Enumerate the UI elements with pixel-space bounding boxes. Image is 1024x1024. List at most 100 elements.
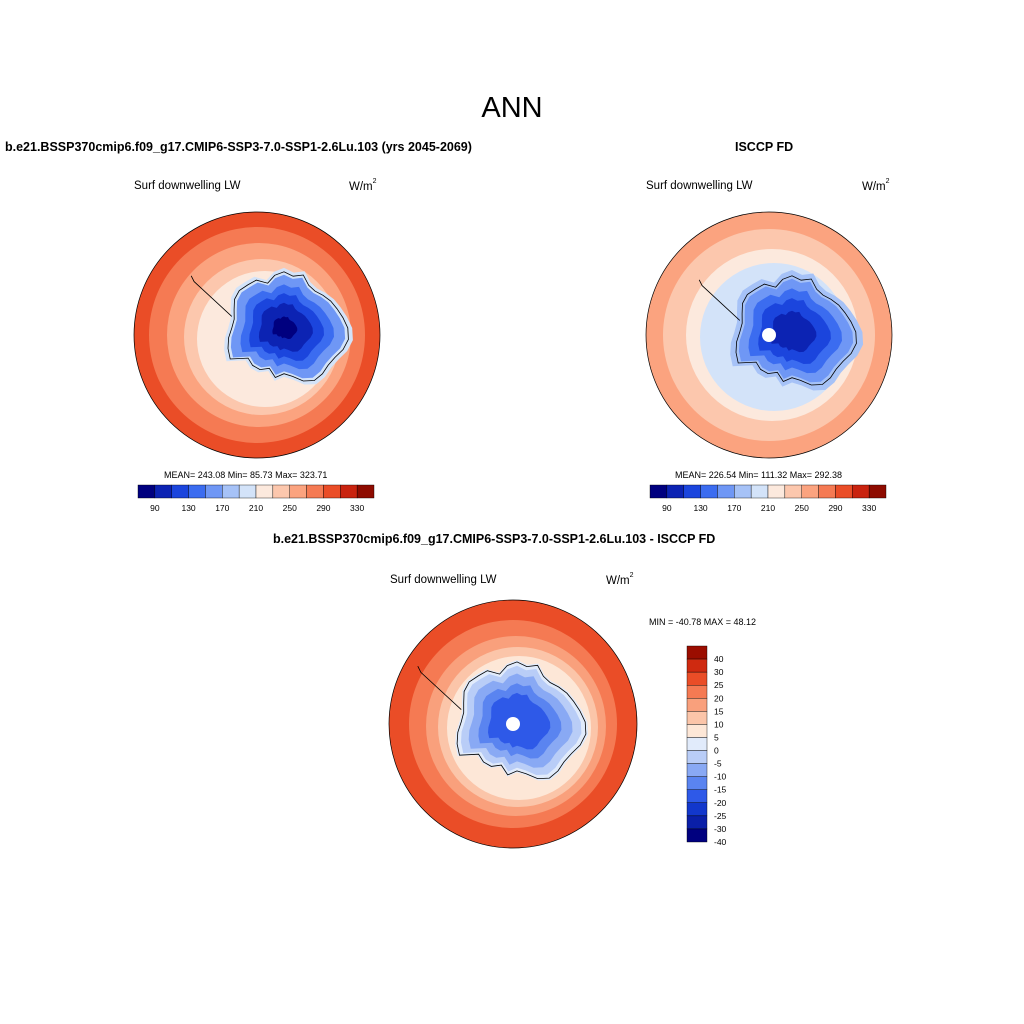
colorbar-box: [137, 484, 156, 499]
diff-polar-map: [388, 599, 638, 849]
colorbar-tick-label: -25: [714, 811, 727, 821]
colorbar-box: [272, 484, 290, 499]
colorbar-box: [686, 671, 708, 686]
colorbar-tick-label: 330: [350, 503, 364, 513]
colorbar-tick-label: -5: [714, 759, 722, 769]
obs-units-label: W/m2: [862, 178, 890, 193]
colorbar-box: [801, 484, 819, 499]
colorbar-box: [666, 484, 684, 499]
coastline: [227, 271, 349, 382]
colorbar-tick-label: 130: [693, 503, 707, 513]
colorbar-tick-label: 25: [714, 680, 724, 690]
colorbar-box: [686, 698, 708, 712]
colorbar-box: [188, 484, 206, 499]
obs-stats: MEAN= 226.54 Min= 111.32 Max= 292.38: [675, 470, 843, 480]
colorbar-box: [323, 484, 341, 499]
colorbar-tick-label: -30: [714, 824, 727, 834]
colorbar-tick-label: 250: [795, 503, 809, 513]
colorbar-box: [686, 645, 708, 660]
obs-variable-label: Surf downwelling LW: [646, 180, 753, 192]
colorbar-tick-label: -40: [714, 837, 727, 847]
pole-mask: [506, 717, 520, 731]
colorbar-box: [289, 484, 307, 499]
diff-units-label: W/m2: [606, 572, 634, 587]
model-colorbar: 90130170210250290330370: [137, 484, 375, 513]
colorbar-box: [222, 484, 240, 499]
colorbar-box: [717, 484, 735, 499]
colorbar-box: [154, 484, 172, 499]
colorbar-tick-label: 15: [714, 706, 724, 716]
colorbar-tick-label: 20: [714, 693, 724, 703]
colorbar-tick-label: -15: [714, 785, 727, 795]
coastline: [456, 661, 587, 780]
colorbar-box: [686, 737, 708, 751]
colorbar-box: [356, 484, 375, 499]
colorbar-tick-label: 0: [714, 746, 719, 756]
colorbar-tick-label: 210: [761, 503, 775, 513]
colorbar-box: [686, 685, 708, 699]
colorbar-box: [686, 658, 708, 673]
model-stats: MEAN= 243.08 Min= 85.73 Max= 323.71: [164, 470, 328, 480]
diff-stats: MIN = -40.78 MAX = 48.12: [649, 617, 757, 627]
colorbar-box: [171, 484, 189, 499]
colorbar-tick-label: 90: [150, 503, 160, 513]
colorbar-box: [835, 484, 853, 499]
pole-mask: [762, 328, 776, 342]
contour-band: [770, 310, 817, 353]
coastline: [735, 275, 857, 386]
contour-band: [272, 316, 298, 339]
colorbar-tick-label: 330: [862, 503, 876, 513]
colorbar-tick-label: 250: [283, 503, 297, 513]
colorbar-box: [784, 484, 802, 499]
colorbar-box: [686, 724, 708, 738]
colorbar-box: [686, 815, 708, 830]
colorbar-box: [238, 484, 257, 499]
model-units-label: W/m2: [349, 178, 377, 193]
obs-panel-title: ISCCP FD: [735, 140, 794, 154]
colorbar-box: [700, 484, 718, 499]
colorbar-box: [686, 776, 708, 790]
diff-panel-title: b.e21.BSSP370cmip6.f09_g17.CMIP6-SSP3-7.…: [273, 532, 716, 546]
model-polar-map: [133, 211, 381, 459]
map-field: [134, 212, 380, 458]
colorbar-box: [868, 484, 887, 499]
colorbar-tick-label: 130: [181, 503, 195, 513]
colorbar-tick-label: 40: [714, 654, 724, 664]
map-boundary: [645, 211, 893, 459]
colorbar-box: [686, 711, 708, 725]
colorbar-box: [686, 750, 708, 764]
colorbar-tick-label: 170: [727, 503, 741, 513]
colorbar-box: [255, 484, 274, 499]
model-panel-title: b.e21.BSSP370cmip6.f09_g17.CMIP6-SSP3-7.…: [5, 140, 472, 154]
colorbar-box: [306, 484, 324, 499]
diff-colorbar: 40 30 25 20 15 10 5 0 -5 -10 -15 -20 -25 -30 -40: [686, 645, 727, 847]
colorbar-tick-label: 290: [828, 503, 842, 513]
colorbar-tick-label: 210: [249, 503, 263, 513]
colorbar-box: [683, 484, 701, 499]
colorbar-box: [818, 484, 836, 499]
model-variable-label: Surf downwelling LW: [134, 180, 241, 192]
colorbar-box: [649, 484, 668, 499]
obs-colorbar: 90130170210250290330370: [649, 484, 887, 513]
map-boundary: [388, 599, 638, 849]
colorbar-box: [734, 484, 752, 499]
colorbar-box: [686, 763, 708, 777]
map-boundary: [133, 211, 381, 459]
colorbar-tick-label: 170: [215, 503, 229, 513]
colorbar-box: [767, 484, 786, 499]
colorbar-box: [686, 802, 708, 817]
peninsula-coastline: [190, 275, 233, 317]
colorbar-tick-label: 30: [714, 667, 724, 677]
peninsula-coastline: [417, 666, 462, 710]
colorbar-box: [686, 789, 708, 804]
colorbar-box: [750, 484, 769, 499]
obs-polar-map: [645, 211, 893, 459]
colorbar-box: [686, 828, 708, 843]
colorbar-tick-label: 5: [714, 732, 719, 742]
diff-variable-label: Surf downwelling LW: [390, 574, 497, 586]
colorbar-box: [340, 484, 358, 499]
colorbar-tick-label: -10: [714, 772, 727, 782]
colorbar-box: [205, 484, 223, 499]
colorbar-tick-label: 290: [316, 503, 330, 513]
page-title: ANN: [481, 92, 543, 124]
